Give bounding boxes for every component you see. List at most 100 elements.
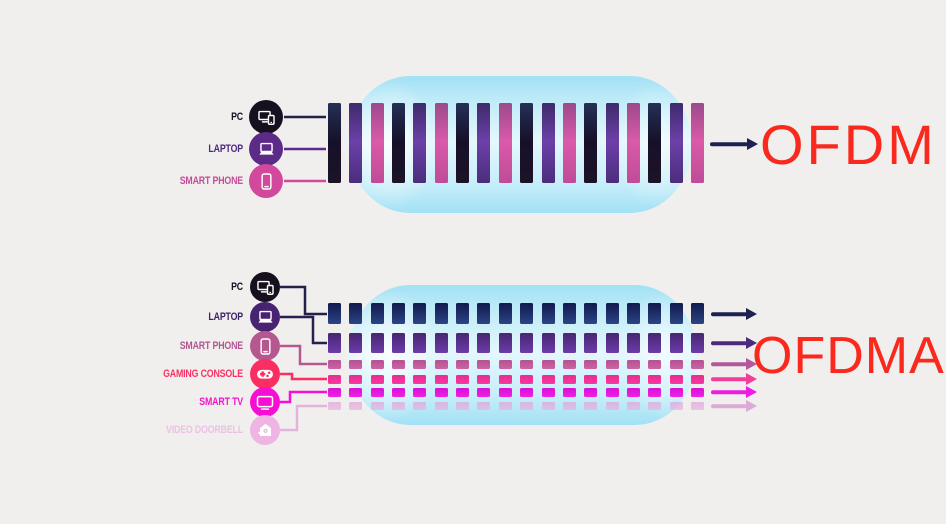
ofdm-subcarrier-bar-dark [456,103,470,183]
ofdma-resource-unit-laptop [562,333,576,353]
pc-icon [257,108,276,127]
ofdma-resource-unit-gaming-console [541,375,555,384]
ofdma-resource-unit-smart-phone [648,360,662,369]
device-laptop [250,302,280,332]
ofdm-subcarrier-bar-pink [370,103,384,183]
ofdma-resource-unit-smart-phone [434,360,448,369]
ofdma-resource-unit-laptop [669,333,683,353]
ofdma-resource-unit-laptop [349,333,363,353]
ofdma-resource-unit-pc [434,303,448,324]
ofdma-resource-unit-gaming-console [413,375,427,384]
ofdma-resource-unit-video-doorbell [370,402,384,410]
ofdma-resource-unit-laptop [648,333,662,353]
laptop-icon [257,140,276,159]
ofdma-resource-unit-pc [562,303,576,324]
ofdma-resource-unit-laptop [520,333,534,353]
ofdma-resource-unit-smart-tv [541,388,555,397]
ofdma-resource-unit-video-doorbell [413,402,427,410]
connector-ofdma-laptop [280,315,327,345]
ofdma-arrow-pc-shaft [711,312,747,316]
ofdma-resource-unit-pc [690,303,704,324]
device-pc [250,272,280,302]
ofdma-title: OFDMA [752,327,945,385]
gamepad-icon [255,364,275,384]
ofdma-arrow-laptop [711,336,757,350]
ofdma-resource-unit-pc [477,303,491,324]
ofdma-resource-unit-laptop [370,333,384,353]
smartphone-icon [256,337,275,356]
laptop-icon [256,308,275,327]
ofdma-resource-unit-pc [498,303,512,324]
ofdma-resource-unit-gaming-console [370,375,384,384]
ofdm-subcarrier-bar-dark [392,103,406,183]
ofdma-resource-unit-video-doorbell [690,402,704,410]
ofdma-resource-unit-video-doorbell [392,402,406,410]
ofdm-subcarrier-bar-purple [605,103,619,183]
ofdma-resource-unit-pc [349,303,363,324]
ofdma-resource-unit-video-doorbell [520,402,534,410]
connector-ofdma-pc [280,285,327,316]
ofdma-arrow-gaming-console-head [746,373,757,385]
ofdma-resource-unit-video-doorbell [498,402,512,410]
ofdma-resource-unit-smart-phone [392,360,406,369]
ofdma-arrow-video-doorbell [711,399,757,413]
ofdma-resource-unit-laptop [541,333,555,353]
ofdma-resource-unit-video-doorbell [669,402,683,410]
ofdm-subcarrier-bar-dark [520,103,534,183]
ofdma-resource-unit-video-doorbell [541,402,555,410]
ofdma-resource-unit-pc [541,303,555,324]
ofdma-resource-unit-laptop [413,333,427,353]
ofdma-resource-unit-laptop [690,333,704,353]
ofdm-subcarrier-bar-dark [328,103,341,183]
ofdma-resource-unit-smart-tv [520,388,534,397]
ofdma-resource-unit-smart-phone [669,360,683,369]
tv-icon [255,392,275,412]
ofdm-arrow [710,137,758,151]
ofdm-subcarrier-bar-pink [498,103,512,183]
ofdma-resource-unit-video-doorbell [434,402,448,410]
ofdma-resource-unit-pc [413,303,427,324]
doorbell-icon [256,421,275,440]
ofdma-resource-unit-laptop [626,333,640,353]
ofdma-resource-unit-smart-tv [456,388,470,397]
device-label-laptop: LAPTOP [208,311,243,323]
ofdma-arrow-smart-tv-shaft [711,390,747,394]
ofdma-resource-unit-gaming-console [349,375,363,384]
ofdma-resource-unit-video-doorbell [605,402,619,410]
device-label-pc: PC [231,281,243,293]
ofdm-subcarrier-bar-pink [690,103,704,183]
ofdma-resource-unit-gaming-console [392,375,406,384]
ofdma-arrow-smart-phone-shaft [711,362,747,366]
ofdma-resource-unit-gaming-console [562,375,576,384]
ofdma-resource-unit-video-doorbell [349,402,363,410]
ofdm-subcarrier-bar-dark [648,103,662,183]
ofdma-resource-unit-smart-tv [413,388,427,397]
connector-ofdma-video-doorbell [280,404,327,432]
connector-ofdma-smart-phone [280,344,327,366]
ofdma-resource-unit-laptop [456,333,470,353]
device-gaming-console [250,359,280,389]
ofdma-resource-unit-gaming-console [498,375,512,384]
ofdma-arrow-laptop-head [746,337,757,349]
device-smart-phone [249,164,283,198]
device-label-smart-tv: SMART TV [199,396,243,408]
ofdma-resource-unit-smart-tv [584,388,598,397]
ofdma-resource-unit-smart-phone [690,360,704,369]
device-label-video-doorbell: VIDEO DOORBELL [166,424,243,436]
ofdma-resource-unit-video-doorbell [456,402,470,410]
ofdm-arrow-shaft [710,142,748,146]
ofdma-resource-unit-pc [584,303,598,324]
device-smart-phone [250,331,280,361]
ofdma-resource-unit-gaming-console [477,375,491,384]
ofdma-resource-unit-laptop [477,333,491,353]
device-label-smart-phone: SMART PHONE [179,340,243,352]
device-label-pc: PC [231,111,243,123]
pc-icon [256,278,275,297]
ofdma-resource-unit-smart-phone [477,360,491,369]
device-label-laptop: LAPTOP [208,143,243,155]
ofdma-resource-unit-smart-phone [520,360,534,369]
ofdma-resource-unit-smart-phone [456,360,470,369]
ofdm-arrow-head [747,138,758,150]
ofdma-arrow-video-doorbell-shaft [711,404,747,408]
